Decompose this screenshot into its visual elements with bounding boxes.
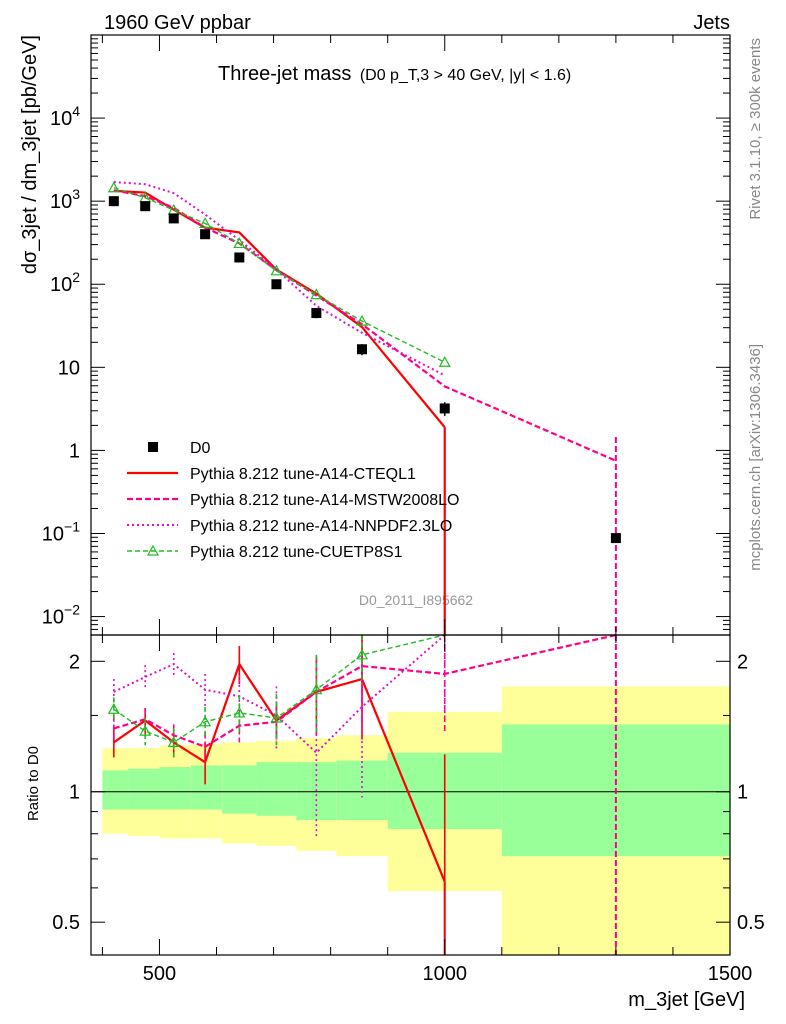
series-marker-cuetp — [310, 288, 323, 300]
data-point — [234, 252, 245, 263]
x-tick-label: 1500 — [708, 963, 753, 985]
ratio-axis-label: Ratio to D0 — [25, 746, 42, 821]
y-tick-exponent: 2 — [72, 269, 80, 285]
data-point — [108, 196, 119, 207]
y-tick-exponent: −1 — [64, 518, 80, 534]
header-category: Jets — [693, 12, 730, 34]
band-inner — [222, 765, 257, 814]
chart-title-main: Three-jet mass — [218, 63, 351, 85]
y-tick-label: 104 — [50, 103, 80, 130]
series-line-nnpdf — [113, 181, 446, 377]
legend: D0 Pythia 8.212 tune-A14-CTEQL1 Pythia 8.2… — [127, 440, 459, 561]
ratio-panel-series — [107, 633, 617, 955]
y-tick-label: 102 — [50, 269, 80, 296]
ratio-marker-cuetp — [310, 683, 323, 695]
band-inner — [256, 762, 297, 816]
data-point — [168, 213, 179, 224]
band-inner — [102, 770, 129, 810]
data-point — [271, 279, 282, 290]
ratio-marker-cuetp — [233, 706, 246, 718]
series-marker-cuetp — [438, 356, 451, 367]
legend-label: Pythia 8.212 tune-CUETP8S1 — [190, 544, 403, 561]
y-tick-label: 1 — [69, 440, 80, 462]
band-inner — [128, 768, 160, 810]
ratio-marker-cuetp — [139, 724, 152, 736]
ratio-marker-cuetp — [107, 703, 120, 714]
y-tick-base: 10 — [50, 274, 72, 296]
ratio-tick-label-right: 0.5 — [737, 912, 765, 934]
data-point — [140, 201, 151, 212]
legend-label: Pythia 8.212 tune-A14-NNPDF2.3LO — [190, 518, 452, 535]
ratio-tick-label-left: 0.5 — [52, 912, 80, 934]
ratio-line-mstw — [113, 633, 617, 748]
ratio-tick-label-left: 2 — [69, 651, 80, 673]
series-marker-cuetp — [199, 217, 212, 228]
y-tick-base: 10 — [42, 607, 64, 629]
series-marker-cuetp — [233, 237, 246, 249]
series-line-cuetp — [113, 187, 446, 363]
header-energy: 1960 GeV ppbar — [104, 12, 251, 34]
mcplots-label: mcplots.cern.ch [arXiv:1306.3436] — [747, 344, 764, 571]
band-inner — [159, 767, 191, 810]
data-point — [357, 344, 368, 355]
main-panel-series — [107, 181, 617, 635]
legend-marker-cuetp — [146, 544, 160, 556]
x-tick-label: 500 — [143, 963, 176, 985]
series-marker-cuetp — [270, 264, 283, 276]
legend-label: Pythia 8.212 tune-A14-CTEQL1 — [190, 466, 416, 483]
ratio-line-cteql1 — [113, 661, 446, 883]
series-line-cteql1 — [113, 189, 446, 428]
y-tick-exponent: 3 — [72, 186, 80, 202]
y-tick-exponent: 4 — [72, 103, 80, 119]
y-tick-exponent: −2 — [64, 602, 80, 618]
y-tick-base: 1 — [69, 440, 80, 462]
data-point — [311, 308, 322, 319]
data-point — [610, 533, 621, 544]
chart-title-cut: (D0 p_T,3 > 40 GeV, |y| < 1.6) — [360, 67, 571, 84]
y-tick-label: 103 — [50, 186, 80, 213]
series-line-mstw — [113, 189, 617, 462]
chart-title: Three-jet mass (D0 p_T,3 > 40 GeV, |y| <… — [218, 63, 571, 85]
ratio-tick-label-left: 1 — [69, 782, 80, 804]
y-tick-label: 10−1 — [42, 518, 80, 545]
y-tick-label: 10 — [58, 357, 80, 379]
y-tick-base: 10 — [58, 357, 80, 379]
band-inner — [336, 760, 388, 821]
y-tick-base: 10 — [50, 108, 72, 130]
main-frame — [90, 34, 731, 636]
band-inner — [190, 765, 223, 810]
data-points — [108, 196, 621, 544]
series-marker-cuetp — [355, 314, 369, 326]
ratio-tick-label-right: 2 — [737, 651, 748, 673]
y-tick-base: 10 — [42, 523, 64, 545]
y-tick-base: 10 — [50, 191, 72, 213]
legend-marker-data — [148, 442, 158, 452]
y-axis-label: dσ_3jet / dm_3jet [pb/GeV] — [19, 35, 41, 274]
series-marker-cuetp — [107, 181, 120, 193]
ratio-line-cuetp — [113, 634, 445, 744]
data-point — [200, 229, 211, 240]
rivet-label: Rivet 3.1.10, ≥ 300k events — [747, 38, 764, 220]
legend-label: D0 — [190, 440, 211, 457]
legend-label: Pythia 8.212 tune-A14-MSTW2008LO — [190, 492, 459, 509]
x-tick-label: 1000 — [422, 963, 467, 985]
y-tick-label: 10−2 — [42, 602, 80, 629]
x-axis-label: m_3jet [GeV] — [628, 989, 745, 1011]
analysis-id: D0_2011_I895662 — [359, 592, 473, 608]
ratio-tick-label-right: 1 — [737, 782, 748, 804]
data-point — [439, 403, 450, 414]
ratio-frame — [90, 634, 731, 956]
